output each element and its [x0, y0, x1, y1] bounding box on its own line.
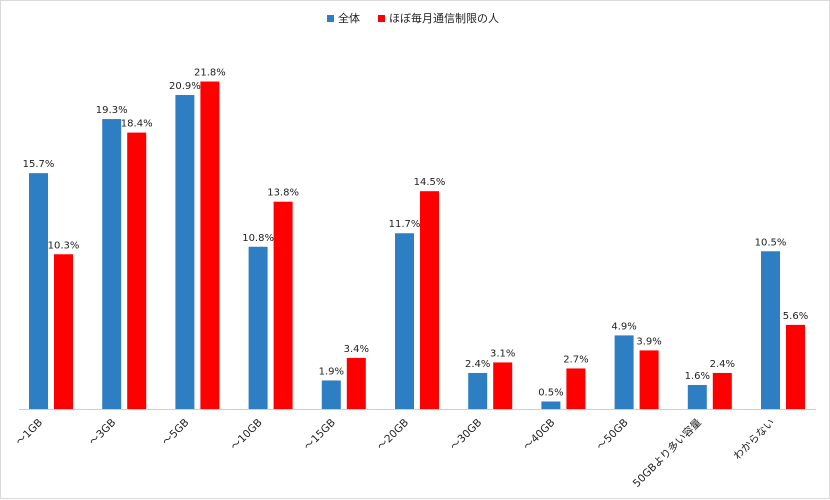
bar-all-5 — [395, 233, 414, 409]
legend: 全体 ほぼ毎月通信制限の人 — [327, 11, 499, 25]
x-tick-label: ～50GB — [595, 417, 631, 453]
value-label: 15.7% — [23, 159, 55, 170]
value-label: 11.7% — [389, 219, 421, 230]
bar-limited-3 — [273, 201, 293, 409]
bar-all-1 — [102, 119, 122, 410]
x-tick-label: ～1GB — [14, 417, 45, 448]
value-label: 2.7% — [563, 354, 588, 365]
legend-swatch — [327, 15, 334, 22]
x-tick-label: ～30GB — [448, 417, 484, 453]
x-tick-label: わからない — [732, 417, 778, 463]
bar-all-8 — [614, 335, 634, 409]
bar-limited-2 — [200, 81, 220, 409]
value-label: 0.5% — [538, 387, 563, 398]
bar-limited-4 — [346, 357, 366, 409]
bar-all-4 — [321, 380, 341, 409]
value-label: 2.4% — [465, 359, 490, 370]
value-label: 10.3% — [48, 240, 80, 251]
value-label: 5.6% — [783, 311, 808, 322]
bar-limited-0 — [54, 254, 73, 409]
bar-limited-1 — [127, 132, 147, 409]
x-tick-label: ～15GB — [302, 417, 338, 453]
value-label: 13.8% — [267, 188, 299, 199]
bar-all-7 — [541, 401, 561, 409]
bar-limited-9 — [712, 372, 732, 409]
x-tick-label: 50GBより多い容量 — [630, 416, 704, 490]
bar-all-3 — [248, 246, 268, 409]
legend-label: ほぼ毎月通信制限の人 — [389, 12, 499, 25]
bar-all-9 — [687, 384, 707, 409]
x-tick-label: ～40GB — [521, 417, 557, 453]
bar-limited-6 — [493, 362, 513, 409]
value-label: 20.9% — [169, 81, 201, 92]
legend-swatch — [378, 15, 385, 22]
bar-limited-10 — [786, 324, 805, 409]
x-tick-label: ～10GB — [229, 417, 265, 453]
bar-limited-5 — [420, 191, 439, 409]
value-label: 18.4% — [121, 119, 153, 130]
value-label: 2.4% — [710, 359, 735, 370]
value-label: 10.8% — [242, 233, 274, 244]
bar-all-6 — [468, 372, 488, 409]
value-label: 1.9% — [319, 366, 344, 377]
bar-all-0 — [29, 173, 48, 409]
value-label: 1.6% — [685, 371, 710, 382]
x-tick-label: ～5GB — [160, 417, 191, 448]
value-label: 19.3% — [96, 105, 128, 116]
value-label: 10.5% — [755, 237, 787, 248]
x-tick-label: ～3GB — [87, 417, 118, 448]
x-tick-label: ～20GB — [375, 417, 411, 453]
bar-all-2 — [175, 95, 195, 409]
value-label: 21.8% — [194, 68, 226, 79]
x-axis-ticks: ～1GB ～3GB ～5GB ～10GB ～15GB ～20GB ～30GB ～40GB ～50… — [14, 416, 777, 490]
bar-limited-7 — [566, 368, 586, 409]
bars — [29, 81, 805, 410]
bar-all-10 — [761, 251, 780, 409]
value-label: 14.5% — [414, 177, 446, 188]
value-label: 4.9% — [611, 321, 636, 332]
legend-label: 全体 — [338, 11, 360, 25]
value-label: 3.1% — [490, 348, 515, 359]
value-label: 3.4% — [344, 344, 369, 355]
value-label: 3.9% — [636, 336, 661, 347]
value-labels: 15.7% 10.3% 19.3% 18.4% 20.9% 21.8% 10.8% 13.8%… — [23, 68, 809, 399]
bar-limited-8 — [639, 350, 659, 409]
